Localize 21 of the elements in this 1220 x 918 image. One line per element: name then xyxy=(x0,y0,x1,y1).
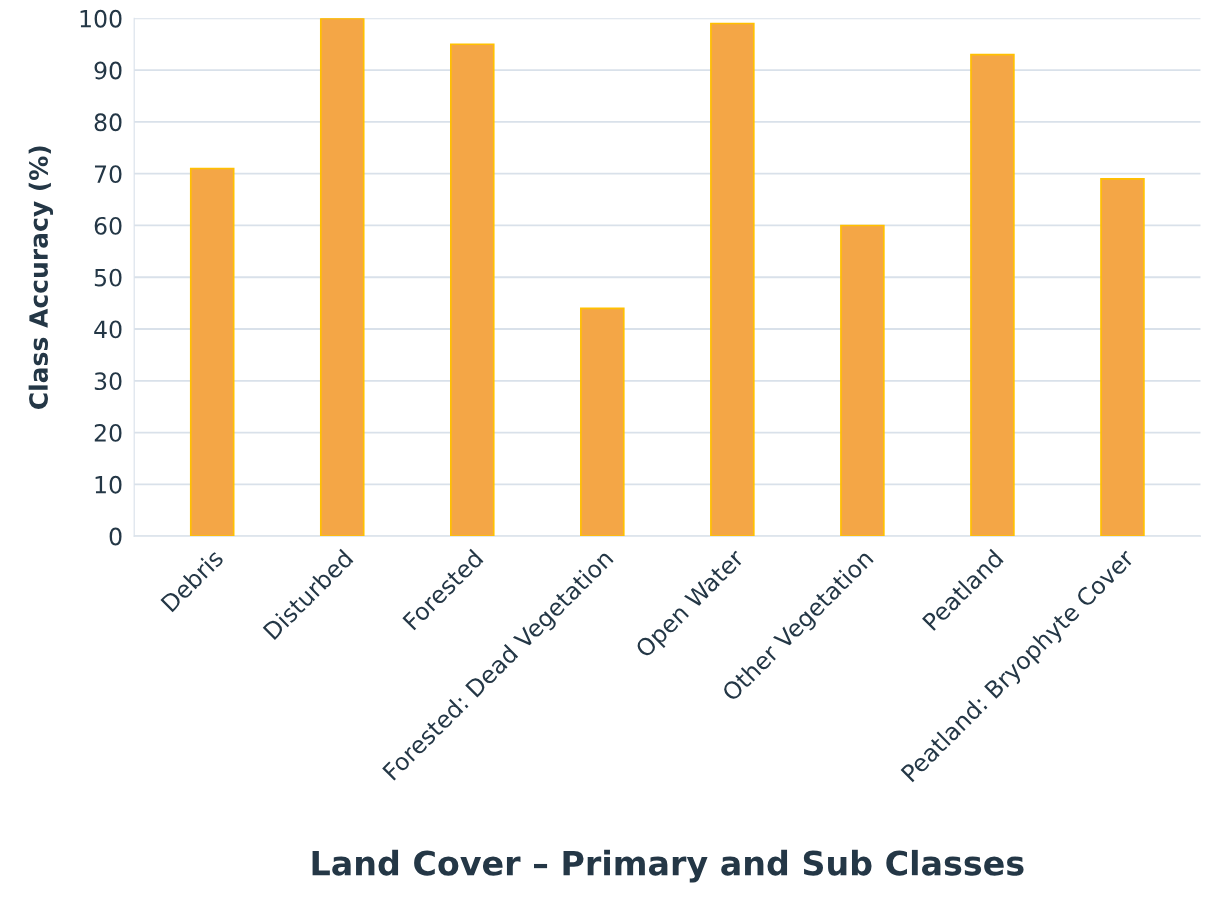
y-tick-label: 20 xyxy=(94,424,122,442)
bar xyxy=(840,224,885,537)
y-tick-label: 100 xyxy=(80,9,122,28)
bar xyxy=(449,43,495,537)
y-tick-label: 50 xyxy=(94,268,122,287)
y-tick-label: 40 xyxy=(94,320,122,339)
bar xyxy=(319,18,365,537)
bar xyxy=(580,307,625,537)
y-tick-label: 90 xyxy=(94,61,122,80)
y-tick-label: 0 xyxy=(109,527,122,546)
y-tick-label: 80 xyxy=(94,113,122,132)
x-axis-title: Land Cover – Primary and Sub Classes xyxy=(312,849,1024,883)
y-tick-label: 70 xyxy=(94,165,122,183)
y-tick-label: 30 xyxy=(94,372,122,391)
y-tick-label: 10 xyxy=(95,475,122,494)
y-tick-label: 60 xyxy=(94,216,122,235)
bar xyxy=(970,53,1015,537)
bar xyxy=(189,167,235,537)
y-axis-title: Class Accuracy (%) xyxy=(28,146,54,409)
bar xyxy=(1100,178,1145,537)
bar xyxy=(710,22,755,537)
